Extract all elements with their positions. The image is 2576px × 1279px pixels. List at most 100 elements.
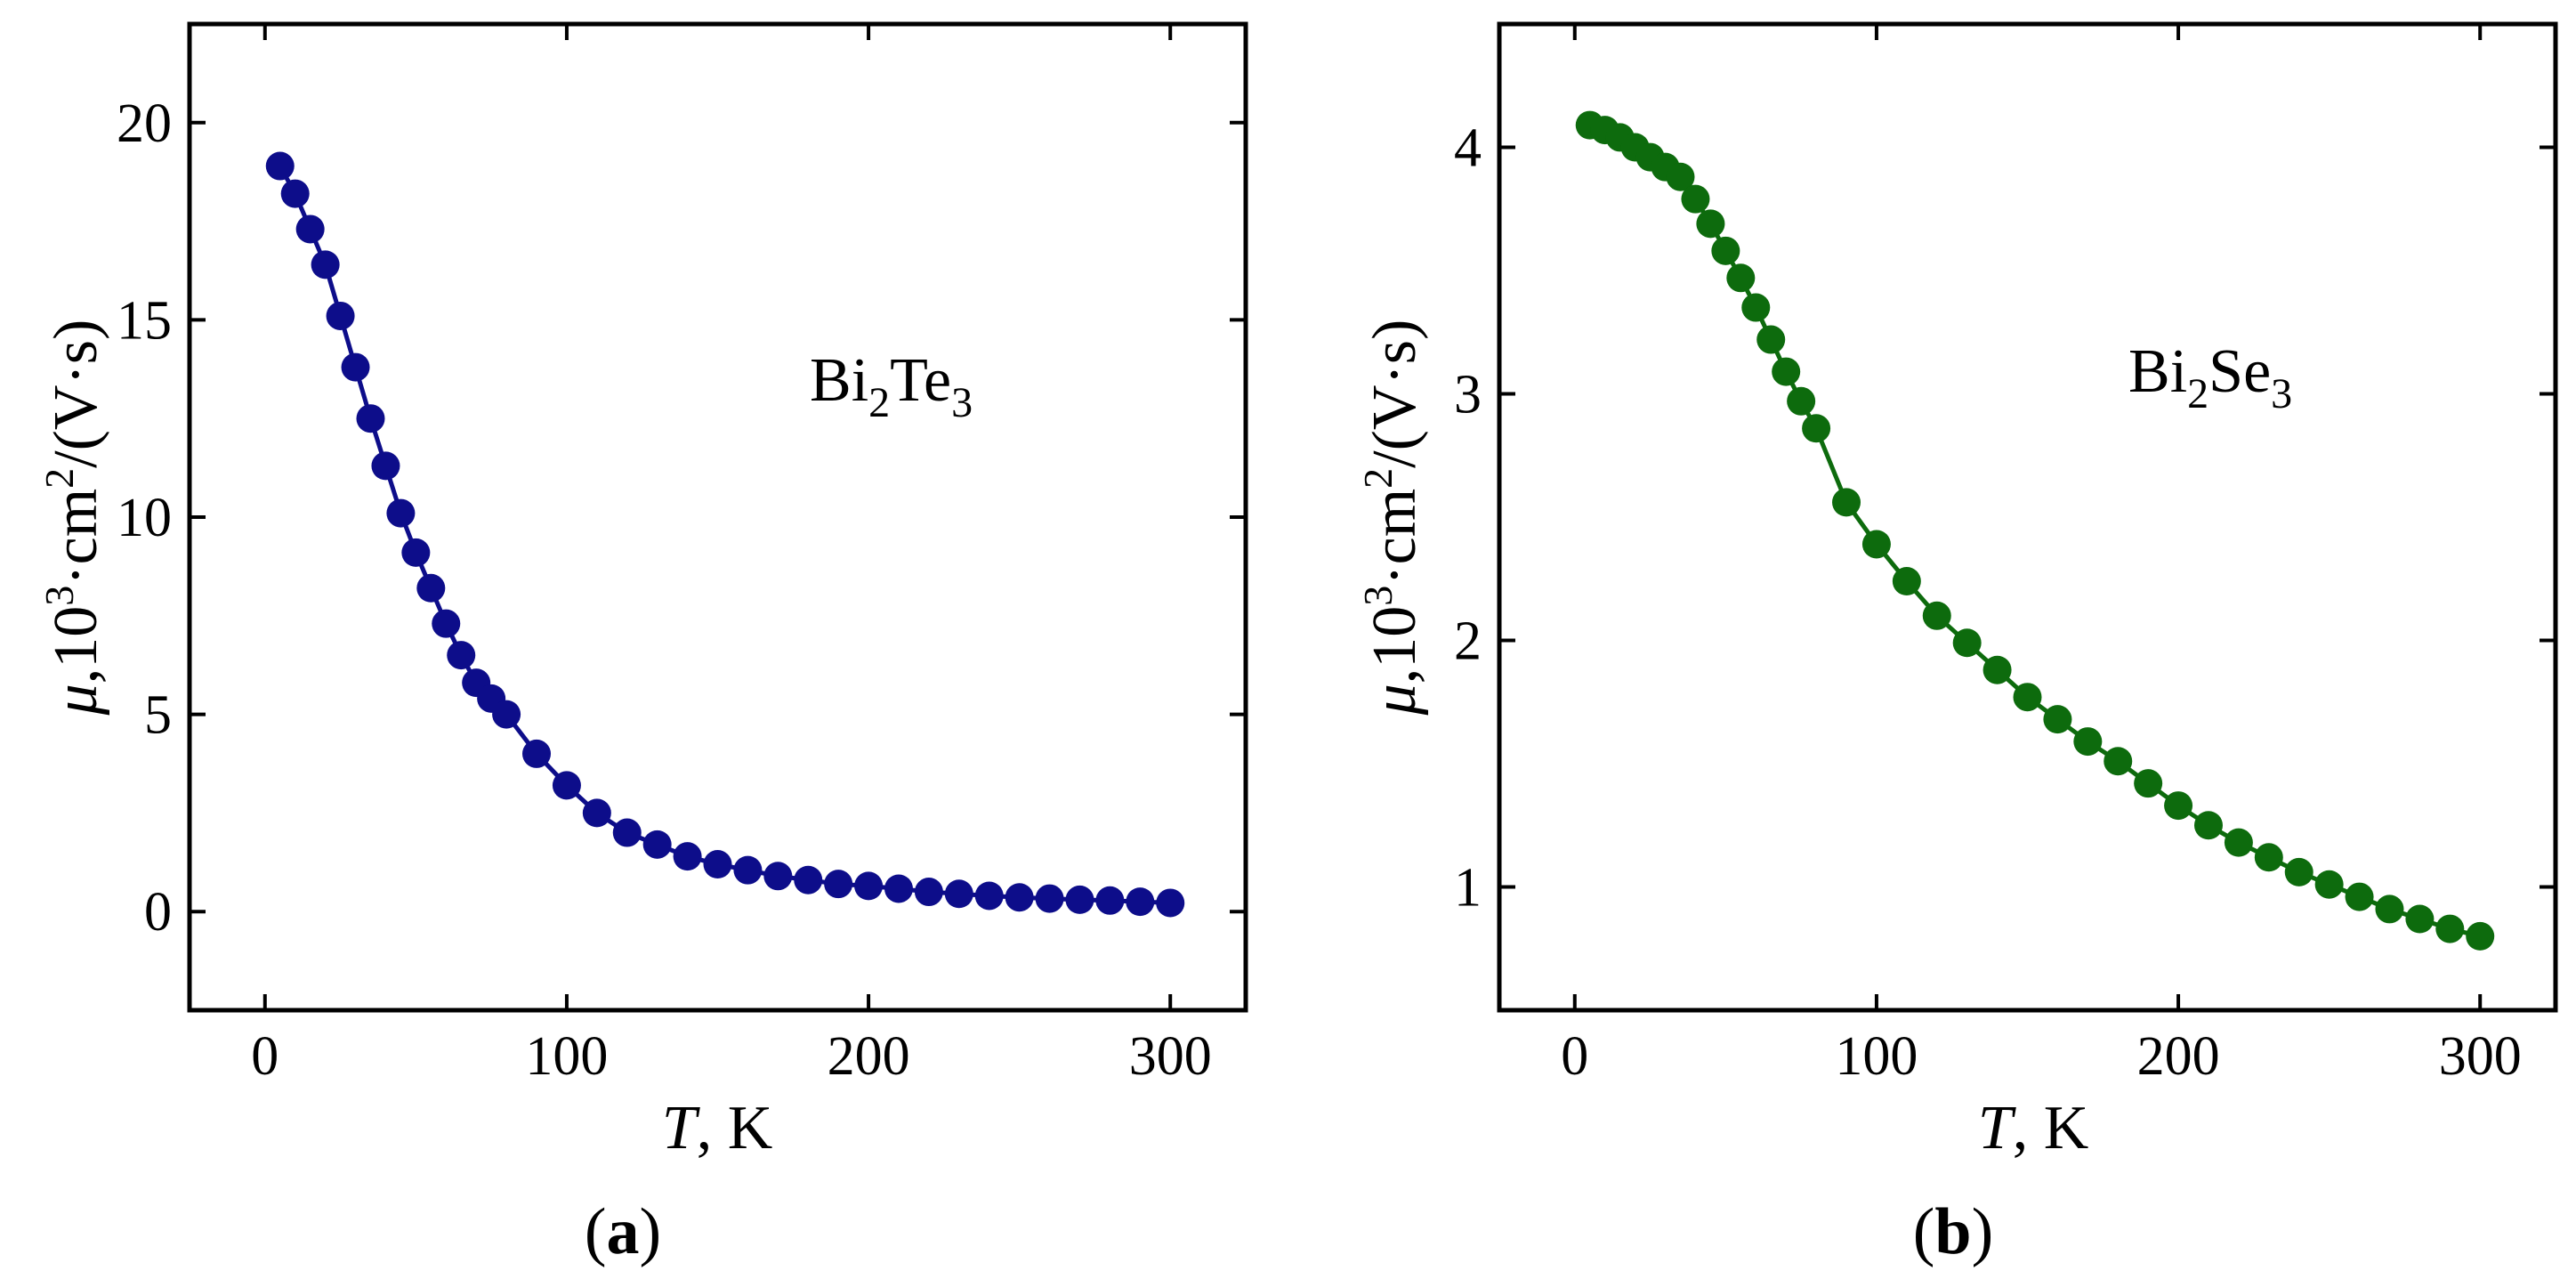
data-point <box>265 151 295 181</box>
data-point <box>1035 884 1064 913</box>
data-point <box>2405 904 2435 934</box>
data-point <box>416 573 446 603</box>
panel-label-b: (b) <box>1913 1195 1993 1268</box>
y-tick-label: 20 <box>117 93 172 154</box>
data-point <box>2134 769 2163 798</box>
data-point <box>1756 325 1786 354</box>
data-point <box>522 739 552 768</box>
data-point <box>1681 184 1710 214</box>
data-point <box>371 451 400 481</box>
data-point <box>1832 488 1861 517</box>
data-point <box>884 874 913 903</box>
data-point <box>794 865 823 894</box>
x-tick-label: 300 <box>2439 1026 2522 1087</box>
x-tick-label: 300 <box>1129 1026 1212 1087</box>
series-b <box>1575 110 2495 951</box>
data-point <box>1065 885 1094 914</box>
series-line <box>278 165 1171 905</box>
data-point <box>1772 357 1801 386</box>
data-point <box>582 798 611 828</box>
data-point <box>2466 921 2495 951</box>
plot-frame-b <box>1497 21 2558 1013</box>
data-point <box>763 862 793 891</box>
data-point <box>854 871 884 901</box>
y-axis-label-b: μ,103·cm2/(V·s) <box>1355 320 1429 716</box>
data-point <box>1005 883 1034 912</box>
data-point <box>1095 886 1125 915</box>
data-point <box>295 215 325 244</box>
data-point <box>1741 293 1771 322</box>
data-point <box>1892 567 1921 596</box>
y-tick-label: 5 <box>144 685 172 746</box>
y-tick-label: 3 <box>1454 365 1482 425</box>
data-point <box>447 641 476 670</box>
data-point <box>2043 705 2072 734</box>
data-point <box>733 855 763 885</box>
y-axis-label-a: μ,103·cm2/(V·s) <box>36 320 110 716</box>
series-a <box>265 151 1185 918</box>
data-point <box>1696 209 1725 239</box>
data-point <box>341 352 370 382</box>
annotation-a: Bi2Te3 <box>810 346 973 426</box>
data-point <box>311 250 340 279</box>
data-point <box>2314 870 2344 899</box>
data-point <box>432 609 461 638</box>
y-tick-label: 0 <box>144 882 172 943</box>
data-point <box>386 498 416 528</box>
data-point <box>673 842 702 871</box>
data-point <box>2224 828 2253 857</box>
x-tick-label: 200 <box>2137 1026 2220 1087</box>
x-tick-label: 100 <box>1835 1026 1918 1087</box>
data-point <box>703 850 732 879</box>
y-tick-label: 4 <box>1454 118 1482 179</box>
data-point <box>2345 882 2374 911</box>
data-point <box>1802 414 1831 443</box>
x-tick-label: 0 <box>1561 1026 1588 1087</box>
x-tick-label: 0 <box>251 1026 279 1087</box>
data-point <box>280 179 310 208</box>
data-point <box>1666 162 1695 191</box>
panel-b: 0 100 200 300 1 2 3 4 Bi2Se3 T, K μ,103·cm2/(V·… <box>1355 21 2558 1268</box>
data-point <box>1922 601 1951 630</box>
data-point <box>356 404 385 433</box>
data-point <box>612 818 642 847</box>
x-tick-label: 100 <box>525 1026 608 1087</box>
panel-a: 0 100 200 300 0 5 10 15 20 Bi2Te3 T, K μ,103·cm2… <box>36 21 1248 1268</box>
data-point <box>1126 887 1155 917</box>
data-point <box>2164 791 2193 821</box>
data-point <box>2435 914 2465 943</box>
annotation-b: Bi2Se3 <box>2128 337 2292 417</box>
data-point <box>2104 747 2133 776</box>
data-point <box>1787 386 1816 416</box>
data-point <box>326 301 355 330</box>
data-point <box>2375 894 2404 924</box>
data-point <box>1726 263 1756 293</box>
data-point <box>914 878 943 907</box>
panel-label-a: (a) <box>585 1195 661 1268</box>
data-point <box>401 538 431 567</box>
data-point <box>1711 236 1740 265</box>
data-point <box>552 771 581 800</box>
x-tick-label: 200 <box>828 1026 910 1087</box>
data-point <box>824 870 853 899</box>
data-point <box>642 830 672 859</box>
data-point <box>2013 683 2042 712</box>
y-tick-label: 10 <box>117 488 172 548</box>
data-point <box>974 881 1004 911</box>
data-point <box>492 700 521 729</box>
y-tick-label: 1 <box>1454 858 1482 919</box>
y-tick-label: 2 <box>1454 611 1482 672</box>
data-point <box>944 879 973 909</box>
data-point <box>1982 655 2012 684</box>
y-tick-label: 15 <box>117 290 172 351</box>
data-point <box>2284 857 2314 886</box>
x-axis-label-a: T, K <box>662 1094 773 1162</box>
data-point <box>1952 628 1982 658</box>
data-point <box>1861 530 1891 559</box>
data-point <box>2193 811 2223 840</box>
data-point <box>2073 727 2103 757</box>
data-point <box>2254 843 2283 872</box>
ticks-a: 0 100 200 300 0 5 10 15 20 <box>117 24 1246 1087</box>
data-point <box>1156 888 1185 918</box>
